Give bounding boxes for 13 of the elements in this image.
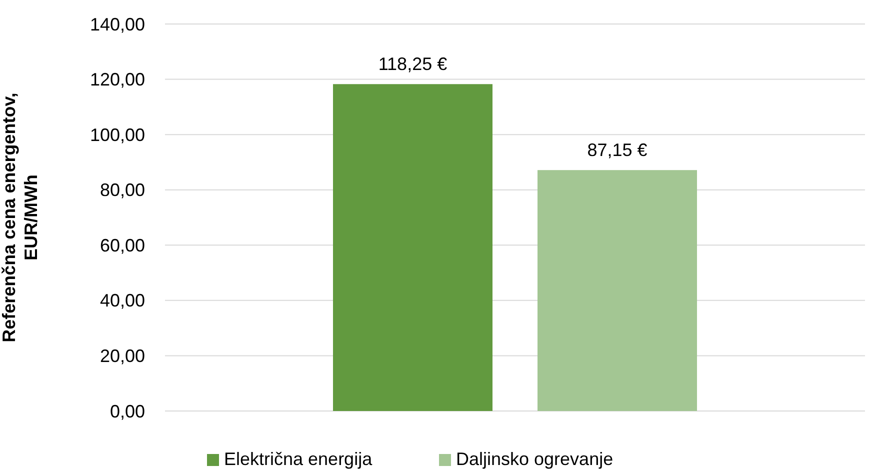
y-tick-label: 100,00 xyxy=(90,124,145,145)
y-tick-label: 120,00 xyxy=(90,70,145,90)
legend-label: Električna energija xyxy=(224,449,374,469)
y-tick-label: 40,00 xyxy=(100,290,145,311)
data-label: 87,15 € xyxy=(587,140,648,160)
y-tick-label: 140,00 xyxy=(90,14,145,34)
y-tick-label: 80,00 xyxy=(100,180,145,200)
y-tick-label: 60,00 xyxy=(100,235,145,256)
y-axis-title: Referenčna cena energentov, EUR/MWh xyxy=(0,92,41,342)
y-tick-label: 20,00 xyxy=(100,346,145,366)
y-tick-label: 0,00 xyxy=(110,401,145,422)
data-label: 118,25 € xyxy=(378,54,448,74)
legend-label: Daljinsko ogrevanje xyxy=(456,449,614,469)
